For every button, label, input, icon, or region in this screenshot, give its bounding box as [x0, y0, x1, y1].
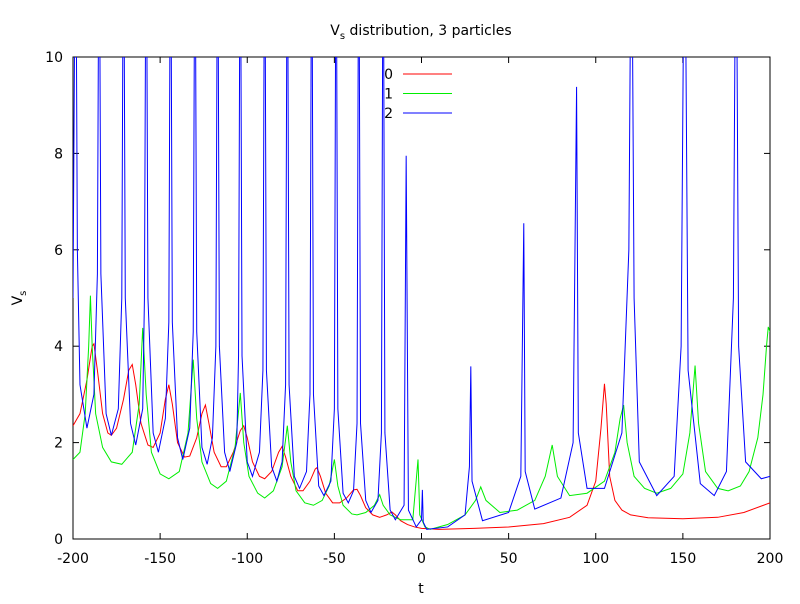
x-tick-label: -50: [323, 551, 346, 567]
y-tick-label: 6: [54, 243, 63, 259]
x-tick-label: -100: [231, 551, 263, 567]
y-axis-label: Vs: [10, 291, 29, 306]
y-label-base: V: [10, 295, 26, 305]
x-axis-label: t: [418, 581, 424, 597]
y-tick-label: 8: [54, 146, 63, 162]
y-tick-label: 10: [45, 50, 63, 66]
y-tick-label: 0: [54, 532, 63, 548]
x-tick-label: 200: [757, 551, 784, 567]
plot-frame: [72, 56, 771, 540]
series-line: [73, 295, 770, 530]
y-tick-label: 4: [54, 339, 63, 355]
x-tick-label: 100: [582, 551, 609, 567]
title-sub: s: [340, 31, 345, 42]
x-tick-label: 0: [417, 551, 426, 567]
x-tick-label: -150: [144, 551, 176, 567]
title-base: V: [330, 23, 340, 39]
legend-label: 2: [384, 106, 393, 122]
y-label-sub: s: [18, 291, 29, 296]
x-tick-label: 50: [500, 551, 518, 567]
plot-lines: [73, 57, 770, 530]
series-line: [73, 342, 770, 530]
chart-title: Vs distribution, 3 particles: [330, 23, 511, 42]
legend-label: 1: [384, 87, 393, 103]
x-tick-label: -200: [57, 551, 89, 567]
legend-label: 0: [384, 67, 393, 83]
title-rest: distribution, 3 particles: [345, 23, 512, 39]
series-line: [73, 57, 770, 530]
y-tick-label: 2: [54, 436, 63, 452]
x-tick-label: 150: [670, 551, 697, 567]
